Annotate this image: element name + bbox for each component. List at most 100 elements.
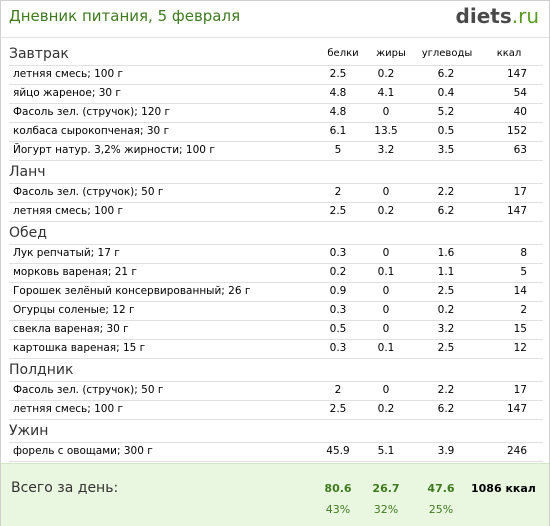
carbs-value: 2.5 [437,342,455,354]
kcal-value: 246 [506,445,527,457]
meal-items: летняя смесь; 100 г 2.5 0.2 6.2 147 яйцо жаре… [9,65,543,161]
fat-value: 13.5 [374,125,398,137]
table-row: летняя смесь; 100 г 2.5 0.2 6.2 147 [9,203,543,222]
food-name: яйцо жареное; 30 г [13,87,121,99]
fat-value: 0.2 [377,205,395,217]
column-header-protein: белки [327,48,359,59]
protein-value: 2.5 [329,205,347,217]
food-name: Фасоль зел. (стручок); 120 г [13,106,171,118]
table-row: яйцо жареное; 30 г 4.8 4.1 0.4 54 [9,85,543,104]
meal-title: Ланч [9,164,46,180]
meal-items: форель с овощами; 300 г 45.9 5.1 3.9 246 [9,442,543,462]
food-name: Огурцы соленые; 12 г [13,304,135,316]
table-row: Лук репчатый; 17 г 0.3 0 1.6 8 [9,244,543,264]
protein-value: 0.9 [329,285,347,297]
protein-value: 0.2 [329,266,347,278]
kcal-value: 152 [506,125,527,137]
protein-value: 0.3 [329,342,347,354]
protein-value: 45.9 [326,445,350,457]
total-protein-percent: 43% [325,503,351,516]
protein-value: 0.3 [329,247,347,259]
carbs-value: 3.9 [437,445,455,457]
carbs-value: 3.5 [437,144,455,156]
meal-title: Завтрак [9,46,69,62]
protein-value: 5 [334,144,342,156]
total-protein: 80.6 [324,482,352,495]
day-total: Всего за день: 80.6 26.7 47.6 1086 ккал … [1,463,549,526]
food-name: летняя смесь; 100 г [13,205,124,217]
carbs-value: 0.5 [437,125,455,137]
page-title: Дневник питания, 5 февраля [9,7,241,25]
carbs-value: 6.2 [437,205,455,217]
protein-value: 6.1 [329,125,347,137]
kcal-value: 40 [513,106,527,118]
kcal-value: 17 [513,186,527,198]
kcal-value: 15 [513,323,527,335]
fat-value: 0 [382,247,390,259]
food-name: Йогурт натур. 3,2% жирности; 100 г [13,144,215,156]
fat-value: 0.1 [377,266,395,278]
kcal-value: 17 [513,384,527,396]
kcal-value: 147 [506,205,527,217]
meal-items: Лук репчатый; 17 г 0.3 0 1.6 8 морковь варена… [9,244,543,359]
total-fat-percent: 32% [373,503,399,516]
kcal-value: 147 [506,68,527,80]
meal-title: Ужин [9,423,49,439]
total-carbs-percent: 25% [428,503,454,516]
protein-value: 2 [334,384,342,396]
fat-value: 3.2 [377,144,395,156]
fat-value: 0 [382,323,390,335]
kcal-value: 14 [513,285,527,297]
carbs-value: 5.2 [437,106,455,118]
table-row: летняя смесь; 100 г 2.5 0.2 6.2 147 [9,401,543,420]
table-row: Фасоль зел. (стручок); 50 г 2 0 2.2 17 [9,381,543,401]
kcal-value: 8 [520,247,527,259]
fat-value: 0 [382,106,390,118]
table-row: Фасоль зел. (стручок); 50 г 2 0 2.2 17 [9,183,543,203]
kcal-value: 54 [513,87,527,99]
carbs-value: 2.2 [437,186,455,198]
protein-value: 0.3 [329,304,347,316]
meal-items: Фасоль зел. (стручок); 50 г 2 0 2.2 17 летняя… [9,381,543,420]
table-row: картошка вареная; 15 г 0.3 0.1 2.5 12 [9,340,543,359]
meal-section-header: Обед [9,222,543,244]
table-row: Огурцы соленые; 12 г 0.3 0 0.2 2 [9,302,543,321]
carbs-value: 2.2 [437,384,455,396]
meal-section-header: Ланч [9,161,543,183]
diary-table: белки жиры углеводы ккал Завтрак летняя с… [9,43,543,462]
table-row: Горошек зелёный консервированный; 26 г 0.… [9,283,543,302]
fat-value: 0 [382,186,390,198]
carbs-value: 0.4 [437,87,455,99]
site-logo[interactable]: diets.ru [456,4,539,28]
fat-value: 0.2 [377,68,395,80]
kcal-value: 12 [513,342,527,354]
header: Дневник питания, 5 февраля diets.ru [1,1,549,38]
table-row: колбаса сырокопченая; 30 г 6.1 13.5 0.5 152 [9,123,543,142]
protein-value: 2 [334,186,342,198]
carbs-value: 1.1 [437,266,455,278]
column-header-fat: жиры [376,48,406,59]
total-label: Всего за день: [11,480,119,496]
food-name: Горошек зелёный консервированный; 26 г [13,285,251,297]
food-name: летняя смесь; 100 г [13,68,124,80]
column-header-kcal: ккал [496,48,522,59]
fat-value: 4.1 [377,87,395,99]
fat-value: 0 [382,285,390,297]
fat-value: 0 [382,384,390,396]
table-row: летняя смесь; 100 г 2.5 0.2 6.2 147 [9,65,543,85]
protein-value: 4.8 [329,87,347,99]
protein-value: 4.8 [329,106,347,118]
fat-value: 5.1 [377,445,395,457]
food-name: форель с овощами; 300 г [13,445,153,457]
table-row: морковь вареная; 21 г 0.2 0.1 1.1 5 [9,264,543,283]
meal-title: Обед [9,225,47,241]
kcal-value: 5 [520,266,527,278]
table-row: Йогурт натур. 3,2% жирности; 100 г 5 3.2 3.… [9,142,543,161]
food-name: Фасоль зел. (стручок); 50 г [13,384,164,396]
total-carbs: 47.6 [427,482,455,495]
food-name: Лук репчатый; 17 г [13,247,120,259]
carbs-value: 3.2 [437,323,455,335]
carbs-value: 0.2 [437,304,455,316]
meal-items: Фасоль зел. (стручок); 50 г 2 0 2.2 17 летняя… [9,183,543,222]
